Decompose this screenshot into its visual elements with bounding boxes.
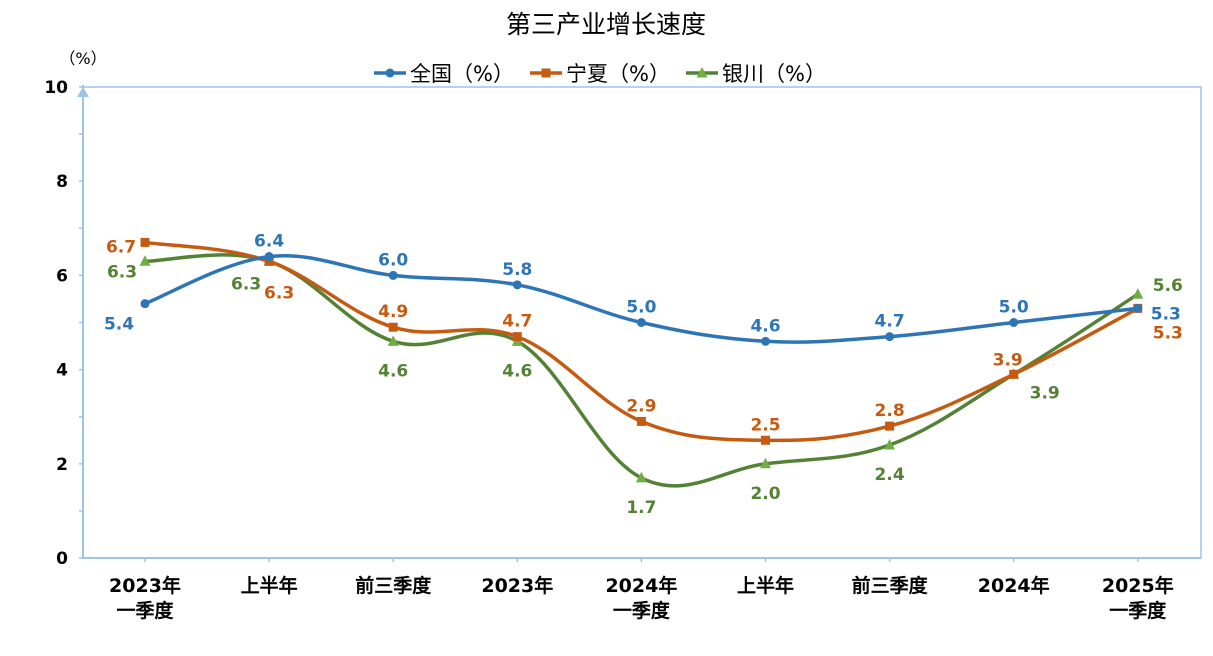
x-tick-label: 上半年 bbox=[241, 574, 298, 597]
x-tick-label: 前三季度 bbox=[852, 574, 929, 597]
data-point-ningxia bbox=[264, 256, 274, 266]
data-label-ningxia: 2.9 bbox=[626, 396, 656, 416]
data-label-ningxia: 3.9 bbox=[993, 350, 1023, 370]
data-point-ningxia bbox=[885, 421, 895, 431]
data-label-national: 6.4 bbox=[254, 232, 284, 252]
data-label-yinchuan: 5.6 bbox=[1153, 276, 1183, 296]
x-tick-label: 2024年 bbox=[978, 574, 1050, 597]
data-point-yinchuan bbox=[884, 438, 896, 450]
data-point-yinchuan bbox=[635, 471, 647, 483]
data-point-ningxia bbox=[636, 416, 646, 426]
data-label-national: 4.6 bbox=[750, 316, 780, 336]
data-label-yinchuan: 1.7 bbox=[626, 498, 656, 518]
data-point-national bbox=[1009, 318, 1019, 327]
data-point-yinchuan bbox=[760, 457, 771, 469]
data-point-ningxia bbox=[140, 237, 150, 247]
data-label-yinchuan: 2.4 bbox=[875, 465, 905, 485]
data-point-ningxia bbox=[761, 435, 770, 445]
data-label-yinchuan: 3.9 bbox=[1030, 383, 1060, 403]
data-label-yinchuan: 4.6 bbox=[378, 361, 408, 381]
legend-marker-national bbox=[385, 68, 395, 78]
data-label-ningxia: 6.7 bbox=[106, 237, 136, 257]
data-label-national: 5.0 bbox=[999, 298, 1029, 318]
y-tick-label: 6 bbox=[56, 266, 68, 286]
legend-label-ningxia: 宁夏（%） bbox=[566, 62, 670, 86]
data-label-national: 5.0 bbox=[626, 298, 656, 318]
y-axis: 0 2 4 6 8 10 bbox=[44, 78, 89, 569]
x-tick-label: 2025年一季度 bbox=[1102, 574, 1174, 622]
data-label-ningxia: 2.8 bbox=[875, 401, 905, 421]
data-point-national bbox=[885, 332, 895, 342]
data-label-yinchuan: 2.0 bbox=[750, 484, 780, 504]
data-label-ningxia: 4.7 bbox=[502, 312, 532, 332]
chart-title: 第三产业增长速度 bbox=[506, 10, 706, 39]
series-line-yinchuan bbox=[143, 253, 1140, 488]
data-point-yinchuan bbox=[1132, 288, 1144, 299]
data-label-national: 5.8 bbox=[502, 260, 532, 280]
data-point-national bbox=[264, 252, 274, 262]
data-label-yinchuan: 6.3 bbox=[231, 274, 261, 294]
x-tick-label: 2023年 bbox=[481, 574, 553, 597]
legend-item-yinchuan: 银川（%） bbox=[686, 62, 826, 86]
y-tick-label: 4 bbox=[56, 361, 68, 381]
chart-legend: 全国（%） 宁夏（%） 银川（%） bbox=[374, 62, 826, 86]
data-label-ningxia: 2.5 bbox=[750, 415, 780, 435]
data-point-national bbox=[388, 270, 398, 280]
data-point-national bbox=[512, 280, 522, 290]
data-point-yinchuan bbox=[387, 335, 399, 346]
x-tick-label: 2024年一季度 bbox=[605, 574, 677, 622]
data-point-ningxia bbox=[1009, 369, 1019, 379]
data-point-national bbox=[1133, 303, 1143, 313]
legend-item-national: 全国（%） bbox=[374, 62, 514, 86]
x-tick-label: 上半年 bbox=[737, 574, 794, 597]
legend-marker-ningxia bbox=[541, 68, 551, 78]
series-national bbox=[140, 252, 1143, 346]
data-point-ningxia bbox=[388, 322, 398, 332]
data-label-national: 5.4 bbox=[104, 315, 134, 335]
data-label-national: 5.3 bbox=[1151, 304, 1181, 324]
data-label-yinchuan: 4.6 bbox=[502, 361, 532, 381]
y-tick-label: 10 bbox=[44, 78, 68, 98]
legend-marker-yinchuan bbox=[696, 67, 708, 78]
y-tick-label: 0 bbox=[56, 549, 68, 569]
x-tick-label: 2023年一季度 bbox=[109, 574, 181, 622]
data-label-layer: 5.4 6.4 6.0 5.8 5.0 4.6 4.7 5.0 5.3 6.7 6.3 4.9 4.7 2… bbox=[104, 232, 1183, 518]
legend-label-yinchuan: 银川（%） bbox=[722, 62, 826, 86]
data-point-national bbox=[140, 299, 150, 309]
y-axis-unit-label: （%） bbox=[59, 49, 106, 68]
legend-label-national: 全国（%） bbox=[410, 62, 514, 86]
data-label-ningxia: 4.9 bbox=[378, 302, 408, 322]
x-axis: 2023年一季度 上半年 前三季度 2023年 2024年一季度 上半年 前三季度 2024年… bbox=[83, 557, 1201, 622]
data-point-ningxia bbox=[512, 332, 522, 342]
data-label-ningxia: 5.3 bbox=[1153, 323, 1183, 343]
series-layer bbox=[139, 237, 1144, 488]
y-tick-label: 8 bbox=[56, 172, 68, 192]
y-axis-arrow bbox=[77, 87, 89, 97]
x-tick-label: 前三季度 bbox=[355, 574, 432, 597]
data-label-ningxia: 6.3 bbox=[264, 283, 294, 303]
data-label-national: 6.0 bbox=[378, 250, 408, 270]
data-point-yinchuan bbox=[139, 255, 151, 266]
data-point-national bbox=[761, 336, 770, 346]
data-point-national bbox=[636, 318, 646, 327]
data-label-national: 4.7 bbox=[875, 312, 905, 332]
data-label-yinchuan: 6.3 bbox=[107, 262, 137, 282]
y-tick-label: 2 bbox=[56, 455, 68, 475]
legend-item-ningxia: 宁夏（%） bbox=[530, 62, 670, 86]
